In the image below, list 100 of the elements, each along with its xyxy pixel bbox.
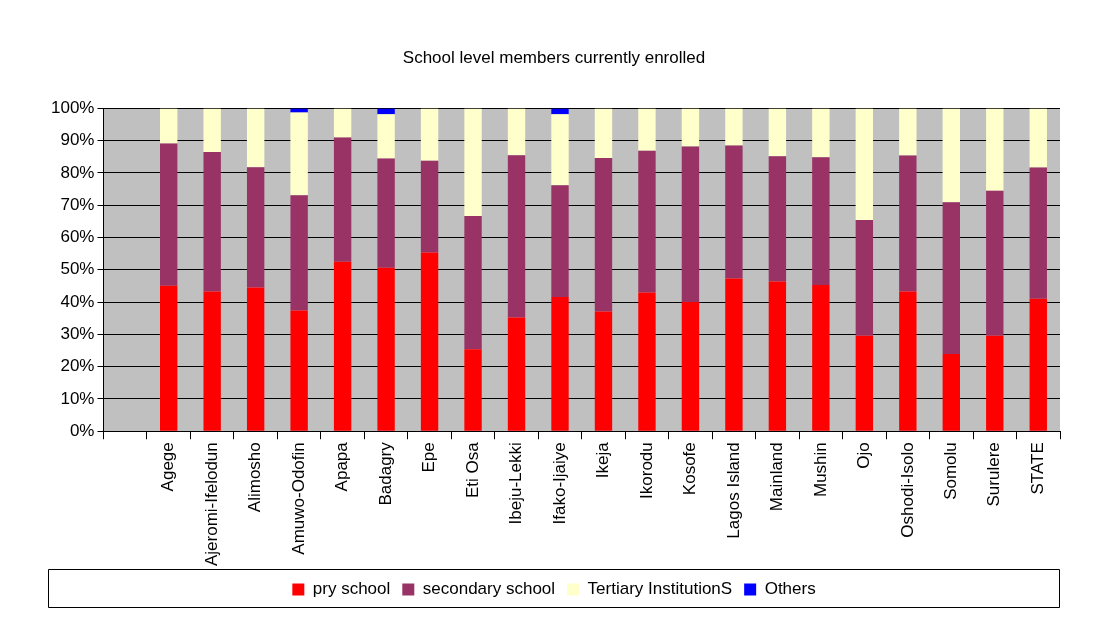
- bar: [1029, 298, 1047, 431]
- bar: [1029, 167, 1047, 299]
- bar: [333, 261, 352, 431]
- bar: [377, 267, 395, 431]
- bar: [768, 108, 787, 157]
- y-tick-label: 40%: [60, 291, 95, 311]
- bar: [420, 252, 439, 431]
- bar: [464, 108, 482, 216]
- y-tick-label: 70%: [60, 194, 95, 214]
- bar: [899, 108, 917, 156]
- bar: [551, 296, 569, 431]
- bar: [333, 137, 352, 262]
- bar: [594, 158, 613, 312]
- bar: [507, 155, 526, 318]
- bar: [290, 195, 308, 311]
- bar: [986, 335, 1004, 431]
- x-tick-label: Oshodi-Isolo: [897, 442, 917, 538]
- bar: [855, 108, 874, 221]
- legend-label: Others: [764, 579, 816, 599]
- bar: [725, 145, 743, 279]
- x-tick-label: Ikeja: [593, 441, 613, 479]
- x-tick-label: Ikorodu: [636, 442, 656, 499]
- bar: [986, 108, 1004, 191]
- bar: [377, 158, 395, 268]
- bar: [377, 114, 395, 159]
- y-tick-label: 90%: [60, 130, 95, 150]
- x-tick-label: Lagos Island: [723, 442, 743, 539]
- bar: [681, 108, 700, 147]
- bar: [246, 108, 265, 168]
- bar: [812, 157, 830, 285]
- bar: [855, 220, 874, 336]
- x-tick-label: Ojo: [854, 442, 874, 469]
- bar: [420, 108, 439, 161]
- bar: [986, 190, 1004, 336]
- bar: [160, 108, 178, 144]
- x-tick-label: STATE: [1027, 442, 1047, 495]
- bar: [290, 310, 308, 431]
- bar: [768, 281, 787, 431]
- bar: [203, 151, 221, 292]
- y-tick-label: 80%: [60, 162, 95, 182]
- y-tick-label: 20%: [60, 356, 95, 376]
- bar: [725, 108, 743, 146]
- y-tick-label: 0%: [69, 420, 95, 440]
- bar: [899, 155, 917, 292]
- bar: [812, 108, 830, 158]
- bar: [812, 284, 830, 431]
- bar: [768, 156, 787, 282]
- legend-label: pry school: [312, 579, 391, 599]
- bar: [160, 285, 178, 431]
- bar: [290, 108, 308, 113]
- bar: [290, 112, 308, 196]
- x-tick-label: Ifako-Ijaiye: [549, 442, 569, 525]
- bar: [464, 215, 482, 350]
- bar: [246, 167, 265, 288]
- bar: [1029, 108, 1047, 168]
- x-tick-label: Badagry: [375, 441, 395, 506]
- bar: [725, 278, 743, 431]
- bar: [899, 291, 917, 431]
- bar: [203, 291, 221, 431]
- y-tick-label: 30%: [60, 324, 95, 344]
- y-tick-label: 60%: [60, 227, 95, 247]
- bar: [638, 108, 656, 151]
- x-tick-label: Agege: [158, 442, 178, 492]
- bar: [246, 287, 265, 431]
- x-tick-label: Somolu: [940, 442, 960, 500]
- y-tick-label: 10%: [60, 388, 95, 408]
- x-tick-label: Eti Osa: [462, 441, 482, 498]
- bar: [681, 146, 700, 303]
- x-tick-label: Mushin: [810, 442, 830, 498]
- x-tick-label: Ibeju-Lekki: [506, 442, 526, 525]
- x-tick-label: Surulere: [984, 442, 1004, 507]
- x-tick-label: Kosofe: [680, 442, 700, 496]
- bar: [507, 317, 526, 431]
- y-tick-label: 100%: [51, 98, 95, 118]
- bar: [464, 349, 482, 431]
- bar: [160, 143, 178, 286]
- chart-title: School level members currently enrolled: [402, 47, 706, 67]
- bar: [551, 185, 569, 297]
- bar: [551, 114, 569, 186]
- bar: [638, 292, 656, 431]
- bar: [942, 108, 960, 203]
- bar: [594, 311, 613, 431]
- x-tick-label: Epe: [419, 442, 439, 473]
- y-tick-label: 50%: [60, 259, 95, 279]
- bar: [638, 150, 656, 293]
- bar: [942, 202, 960, 355]
- x-tick-label: Apapa: [332, 441, 352, 492]
- bar: [333, 108, 352, 138]
- bar: [203, 108, 221, 152]
- x-tick-label: Amuwo-Odofin: [288, 442, 308, 555]
- bar: [855, 335, 874, 431]
- x-tick-label: Alimosho: [245, 442, 265, 513]
- bar: [942, 354, 960, 431]
- legend-label: secondary school: [422, 579, 556, 599]
- bar: [420, 160, 439, 253]
- bar: [594, 108, 613, 159]
- bar: [507, 108, 526, 156]
- legend-label: Tertiary InstitutionS: [587, 579, 733, 599]
- x-tick-label: Mainland: [767, 442, 787, 512]
- x-tick-label: Ajeromi-Ifelodun: [201, 442, 221, 566]
